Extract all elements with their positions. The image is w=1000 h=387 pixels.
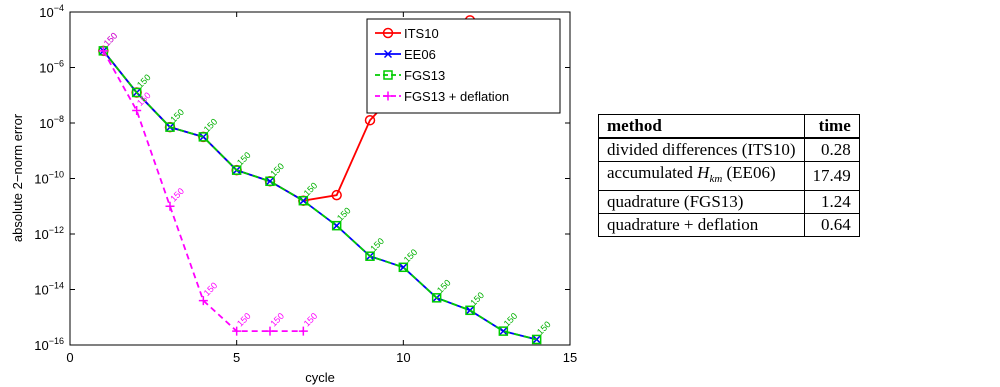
data-point	[165, 201, 175, 211]
x-tick-label: 10	[396, 350, 410, 365]
method-cell: quadrature + deflation	[598, 213, 805, 237]
time-cell: 0.64	[803, 213, 860, 237]
legend-label: EE06	[404, 47, 436, 62]
header-time: time	[803, 114, 860, 139]
y-tick-label: 10−12	[34, 225, 64, 242]
legend-item: ITS10	[375, 26, 439, 41]
data-point	[498, 326, 509, 336]
data-point	[265, 326, 275, 336]
x-tick-label: 15	[563, 350, 577, 365]
y-tick-label: 10−10	[34, 170, 64, 187]
series-line	[102, 50, 537, 341]
series-fgs13	[98, 46, 542, 345]
data-point	[298, 326, 308, 336]
method-subscript: km	[709, 173, 723, 185]
timing-table: method time divided differences (ITS10) …	[598, 114, 860, 237]
data-point	[298, 195, 309, 206]
method-prefix: accumulated	[607, 163, 698, 182]
legend-label: FGS13 + deflation	[404, 89, 509, 104]
y-tick-label: 10−8	[39, 114, 64, 131]
data-point	[382, 27, 394, 39]
table-row: quadrature (FGS13) 1.24	[598, 190, 860, 214]
method-suffix: (EE06)	[722, 163, 776, 182]
time-cell: 0.28	[803, 137, 860, 162]
data-point	[383, 91, 393, 101]
data-point	[531, 334, 542, 345]
method-symbol: H	[697, 163, 710, 182]
data-point	[465, 305, 475, 316]
table-header-row: method time	[598, 114, 860, 139]
data-point	[365, 251, 375, 261]
method-cell: accumulated Hkm (EE06)	[598, 161, 805, 191]
data-point	[132, 106, 142, 116]
x-tick-label: 5	[233, 350, 240, 365]
legend-label: FGS13	[404, 68, 445, 83]
data-point	[383, 70, 393, 80]
y-tick-label: 10−16	[34, 336, 64, 353]
data-point	[198, 296, 208, 306]
data-point	[198, 132, 209, 142]
data-point	[331, 189, 342, 201]
data-point	[383, 49, 393, 59]
data-point	[532, 335, 541, 344]
data-point	[165, 122, 175, 132]
data-point	[231, 165, 242, 175]
legend-label: ITS10	[404, 26, 439, 41]
x-axis-label: cycle	[305, 370, 335, 385]
legend-item: EE06	[375, 47, 436, 62]
data-point	[398, 262, 409, 273]
method-cell: divided differences (ITS10)	[598, 137, 805, 162]
y-tick-label: 10−4	[39, 3, 64, 20]
legend: ITS10 EE06 FGS13 FGS13 + deflation	[366, 18, 561, 114]
table-row: divided differences (ITS10) 0.28	[598, 137, 860, 162]
legend-box	[366, 18, 561, 114]
data-point	[98, 46, 108, 56]
data-point	[131, 87, 142, 98]
data-point	[431, 293, 442, 303]
header-method: method	[598, 114, 805, 139]
legend-item: FGS13 + deflation	[375, 89, 509, 104]
time-cell: 1.24	[803, 190, 860, 214]
table-row: accumulated Hkm (EE06) 17.49	[598, 161, 860, 191]
method-cell: quadrature (FGS13)	[598, 190, 805, 214]
y-tick-label: 10−14	[34, 281, 64, 298]
legend-item: FGS13	[375, 68, 445, 83]
data-point	[232, 326, 242, 336]
data-point	[265, 176, 275, 187]
data-point	[199, 132, 208, 141]
data-point	[364, 114, 376, 126]
table-row: quadrature + deflation 0.64	[598, 213, 860, 237]
time-cell: 17.49	[803, 161, 860, 191]
series-fgs13-deflation	[98, 46, 308, 336]
x-tick-label: 0	[66, 350, 73, 365]
data-point	[331, 220, 342, 231]
y-axis-label: absolute 2−norm error	[10, 113, 25, 242]
y-tick-label: 10−6	[39, 59, 64, 76]
